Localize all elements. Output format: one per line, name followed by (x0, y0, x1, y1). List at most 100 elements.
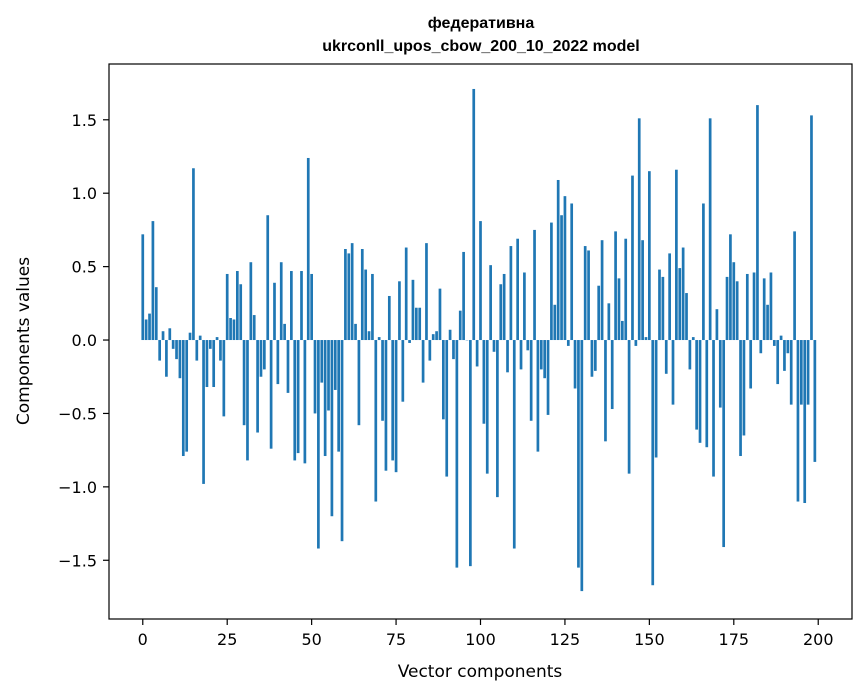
bar-159 (678, 268, 682, 341)
bar-4 (154, 287, 158, 341)
bar-183 (759, 340, 763, 354)
bar-113 (523, 272, 526, 341)
bar-36 (263, 340, 266, 370)
bar-53 (320, 340, 324, 383)
bar-163 (691, 337, 695, 341)
bar-20 (208, 340, 212, 349)
bar-129 (577, 340, 580, 568)
bar-131 (583, 246, 587, 341)
bar-67 (367, 331, 371, 341)
bar-137 (604, 340, 607, 442)
bar-100 (479, 221, 482, 341)
y-axis-label: Components values (14, 257, 34, 425)
bar-108 (506, 340, 509, 373)
bar-195 (799, 340, 803, 405)
bar-76 (398, 281, 401, 341)
bar-72 (384, 340, 388, 471)
bar-95 (462, 251, 465, 341)
bar-71 (381, 340, 384, 421)
bar-147 (637, 118, 641, 341)
bar-198 (810, 115, 813, 341)
bar-73 (387, 295, 391, 341)
bar-174 (729, 234, 732, 341)
bar-7 (165, 340, 168, 377)
bar-32 (249, 262, 253, 341)
bar-180 (749, 340, 753, 389)
bar-48 (303, 340, 307, 464)
bar-194 (796, 340, 800, 502)
bar-101 (482, 340, 486, 424)
bar-12 (181, 340, 185, 457)
bar-97 (469, 340, 472, 567)
bar-192 (789, 340, 793, 405)
bar-6 (161, 331, 165, 341)
bar-142 (620, 320, 624, 341)
x-tick-label-8: 200 (803, 630, 834, 649)
bar-23 (219, 340, 222, 361)
bar-139 (610, 340, 614, 410)
bar-199 (813, 340, 817, 462)
bar-116 (533, 229, 536, 341)
bar-106 (499, 284, 503, 341)
bar-65 (360, 249, 364, 341)
bar-90 (445, 340, 449, 477)
bar-170 (715, 309, 719, 341)
bar-31 (246, 340, 249, 461)
bar-104 (492, 340, 496, 352)
y-tick-label-5: 1.0 (72, 184, 97, 203)
bar-92 (452, 340, 455, 360)
bar-161 (685, 293, 688, 341)
bar-52 (317, 340, 320, 549)
bar-175 (732, 262, 736, 341)
bar-44 (290, 271, 293, 341)
bar-30 (242, 340, 246, 426)
bar-68 (371, 273, 374, 341)
bar-155 (664, 340, 668, 374)
bar-136 (600, 240, 604, 341)
bar-10 (175, 340, 178, 360)
bar-62 (350, 243, 354, 341)
bar-8 (168, 328, 172, 341)
bar-119 (543, 340, 547, 379)
bar-74 (391, 340, 395, 461)
bar-88 (438, 288, 442, 341)
bar-166 (702, 203, 705, 341)
bar-149 (644, 337, 648, 341)
bar-78 (404, 247, 408, 341)
bar-85 (428, 340, 432, 361)
bar-61 (347, 253, 351, 341)
bar-28 (235, 271, 239, 341)
bar-123 (556, 179, 560, 341)
bar-75 (394, 340, 398, 473)
bar-11 (178, 340, 182, 379)
x-tick-label-6: 150 (634, 630, 665, 649)
bar-70 (377, 337, 381, 341)
plot-frame (108, 63, 853, 620)
bar-169 (712, 340, 715, 477)
bar-111 (516, 238, 519, 341)
bar-177 (739, 340, 742, 457)
bar-186 (769, 272, 773, 341)
bar-94 (458, 310, 462, 341)
bar-69 (374, 340, 378, 502)
bar-22 (215, 337, 219, 341)
bar-138 (607, 303, 611, 341)
bar-14 (188, 332, 192, 341)
bar-91 (448, 329, 452, 341)
bar-172 (722, 340, 726, 548)
bar-56 (330, 340, 334, 517)
bar-154 (661, 276, 665, 341)
bar-87 (435, 331, 438, 341)
x-tick-label-7: 175 (719, 630, 750, 649)
y-tick-label-1: −1.0 (58, 478, 97, 497)
bar-42 (283, 323, 286, 341)
bar-153 (658, 269, 661, 341)
bar-185 (766, 304, 769, 341)
bar-19 (205, 340, 209, 388)
bar-59 (340, 340, 344, 542)
bar-144 (627, 340, 631, 474)
bar-127 (570, 203, 574, 341)
bar-103 (489, 265, 492, 341)
bar-0 (141, 234, 145, 341)
bar-178 (742, 340, 746, 436)
